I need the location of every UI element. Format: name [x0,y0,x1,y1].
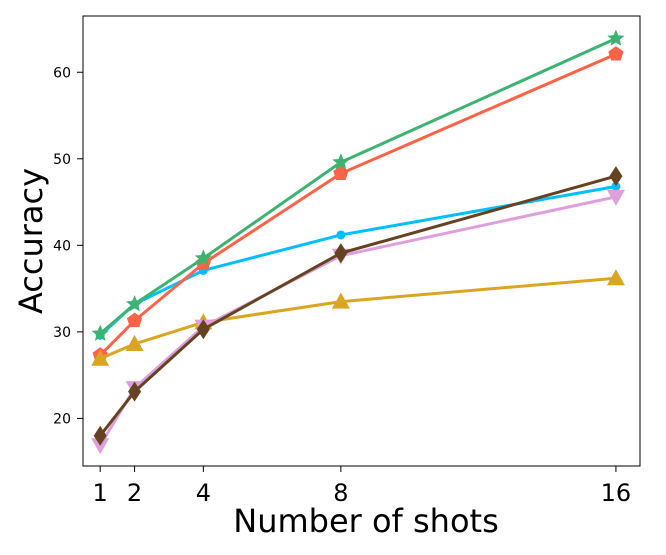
data-point [334,243,348,264]
data-point [91,324,109,341]
y-tick-label: 20 [53,411,71,427]
series-line [98,174,618,438]
series-5 [91,189,625,455]
data-point [336,230,346,240]
data-point [611,181,621,191]
data-point [196,319,210,340]
data-point [332,153,350,170]
data-point [126,312,143,328]
data-point [93,425,107,446]
series-line [98,184,618,337]
y-tick-label: 60 [53,65,71,81]
series-2 [92,46,624,362]
data-point [607,29,625,46]
series-layer [91,29,625,455]
data-point [91,349,110,366]
data-point [194,249,212,266]
series-1 [95,181,621,340]
y-tick-label: 50 [53,152,71,168]
series-line [98,52,618,357]
series-3 [91,29,625,341]
plot-frame [82,15,641,467]
data-point [333,165,349,180]
series-line [98,276,618,361]
data-point [125,334,144,351]
x-tick-label: 2 [127,479,142,507]
data-point [91,438,110,455]
y-axis-ticks: 20 30 40 50 60 [53,65,83,427]
x-axis-ticks: 1 2 4 8 16 [93,466,632,507]
x-axis-label: Number of shots [233,502,498,540]
data-point [126,295,144,312]
x-tick-label: 8 [333,479,348,507]
series-line [98,37,618,336]
x-tick-label: 16 [601,479,632,507]
data-point [608,46,624,61]
series-line [98,195,618,447]
y-axis-label: Accuracy [12,168,50,314]
x-tick-label: 4 [196,479,211,507]
data-point [128,381,142,402]
y-tick-label: 30 [53,325,71,341]
series-6 [93,166,623,446]
data-point [606,269,625,286]
data-point [331,292,350,309]
x-tick-label: 1 [93,479,108,507]
series-4 [91,269,625,366]
y-tick-label: 40 [53,238,71,254]
data-point [606,189,625,206]
data-point [609,166,623,187]
